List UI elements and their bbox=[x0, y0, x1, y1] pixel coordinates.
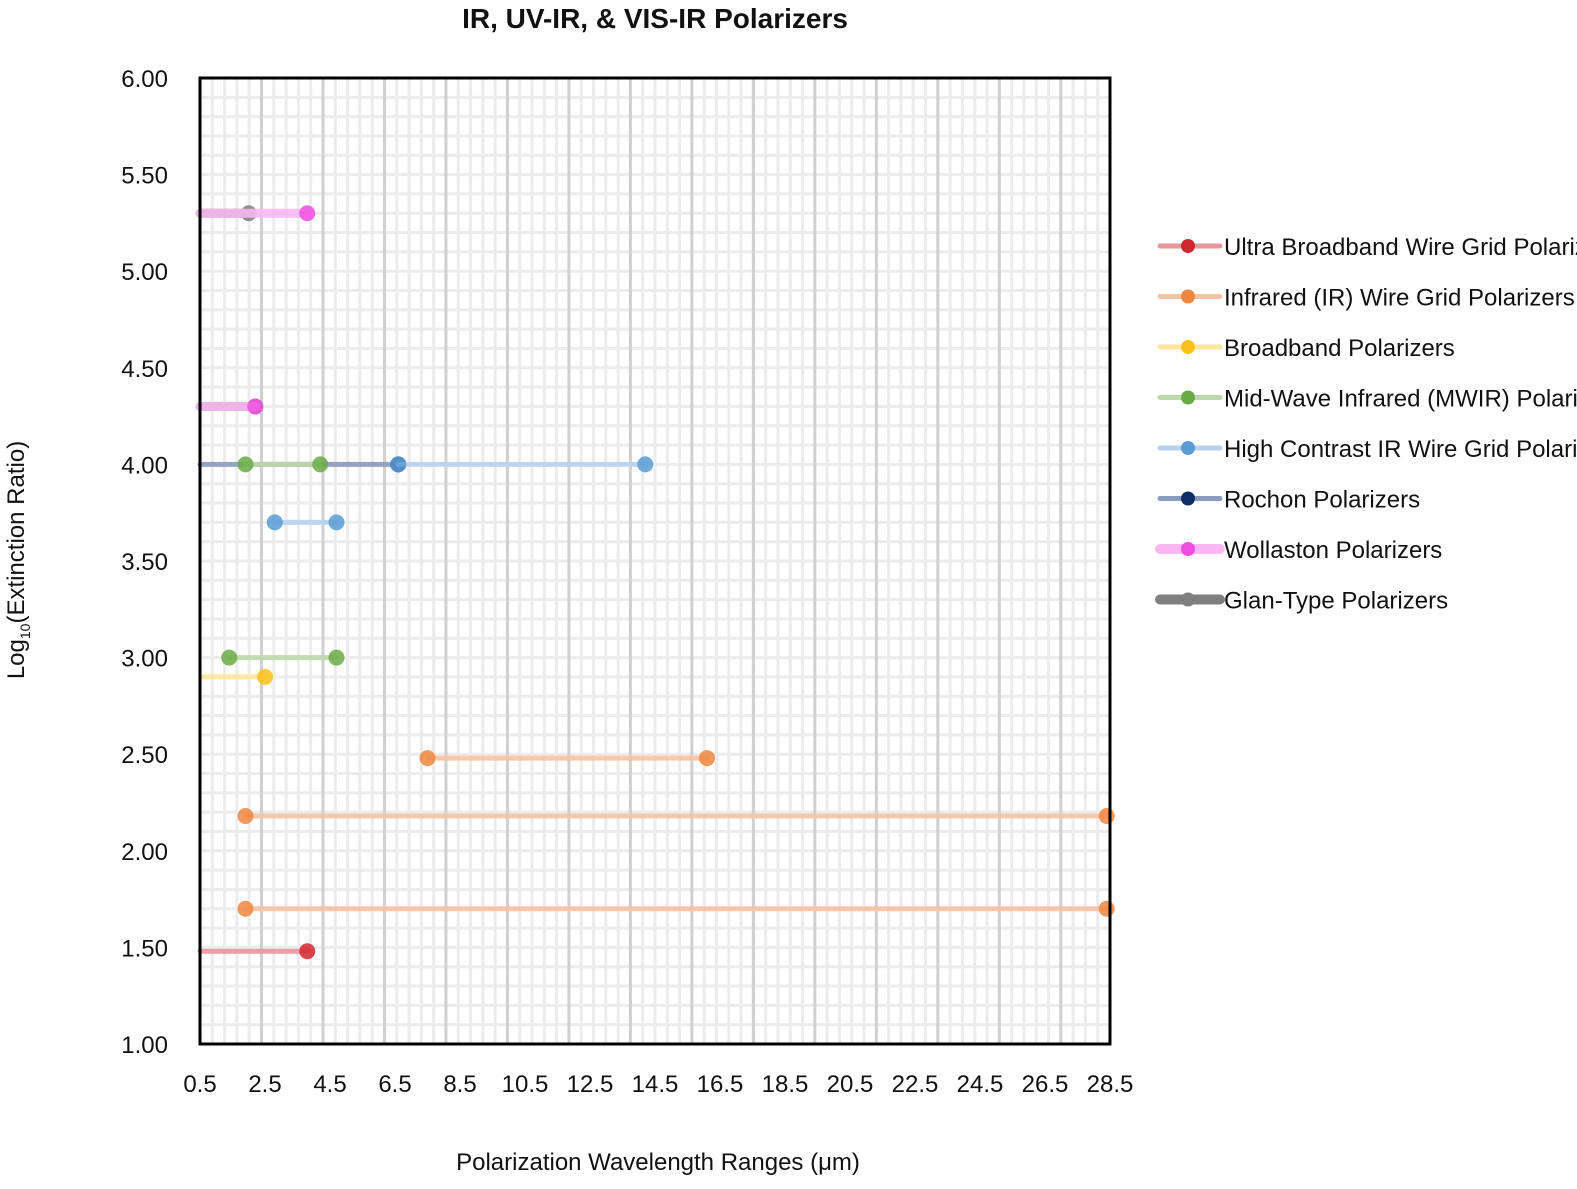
legend-label: Glan-Type Polarizers bbox=[1224, 588, 1448, 615]
legend-label: Ultra Broadband Wire Grid Polarizers bbox=[1224, 234, 1577, 261]
chart-title: IR, UV-IR, & VIS-IR Polarizers bbox=[462, 3, 848, 34]
plot-frame bbox=[198, 76, 1112, 1046]
series-0 bbox=[197, 943, 316, 960]
legend-marker bbox=[1181, 289, 1195, 304]
x-tick-label: 16.5 bbox=[697, 1071, 744, 1098]
data-point bbox=[299, 205, 316, 222]
y-axis-label-rest: (Extinction Ratio) bbox=[3, 441, 30, 624]
x-tick-label: 22.5 bbox=[892, 1071, 939, 1098]
y-tick-label: 3.00 bbox=[121, 646, 168, 673]
legend-label: Rochon Polarizers bbox=[1224, 487, 1420, 514]
x-tick-label: 12.5 bbox=[567, 1071, 614, 1098]
y-tick-label: 1.00 bbox=[121, 1032, 168, 1059]
data-point bbox=[266, 514, 283, 531]
legend-marker bbox=[1181, 542, 1195, 556]
y-axis-label-main: Log bbox=[3, 639, 30, 679]
data-point bbox=[637, 456, 654, 473]
data-point bbox=[419, 750, 436, 767]
legend-marker bbox=[1181, 340, 1195, 354]
x-tick-label: 2.5 bbox=[248, 1071, 281, 1098]
data-point bbox=[1098, 900, 1115, 917]
data-point bbox=[328, 649, 345, 666]
legend-marker bbox=[1181, 491, 1195, 506]
y-axis-label: Log10(Extinction Ratio) bbox=[3, 441, 33, 679]
y-axis-label-sub: 10 bbox=[17, 623, 33, 639]
x-axis-label: Polarization Wavelength Ranges (μm) bbox=[456, 1149, 860, 1176]
legend-label: Wollaston Polarizers bbox=[1224, 537, 1442, 564]
data-point bbox=[299, 943, 316, 960]
y-tick-label: 1.50 bbox=[121, 935, 168, 962]
series-2 bbox=[197, 668, 273, 685]
grid bbox=[198, 76, 1112, 1046]
legend-marker bbox=[1181, 390, 1195, 405]
x-tick-label: 28.5 bbox=[1087, 1071, 1134, 1098]
series-group bbox=[195, 205, 1115, 960]
data-point bbox=[247, 398, 264, 415]
y-tick-label: 3.50 bbox=[121, 549, 168, 576]
y-tick-label: 4.00 bbox=[121, 452, 168, 479]
data-point bbox=[1098, 808, 1115, 825]
legend-label: Mid-Wave Infrared (MWIR) Polarizers bbox=[1224, 386, 1577, 413]
y-tick-label: 2.00 bbox=[121, 839, 168, 866]
data-point bbox=[237, 808, 254, 825]
x-tick-label: 18.5 bbox=[762, 1071, 809, 1098]
series-4 bbox=[266, 456, 654, 531]
legend-label: High Contrast IR Wire Grid Polarizers bbox=[1224, 436, 1577, 463]
legend-marker bbox=[1181, 441, 1195, 455]
x-tick-label: 8.5 bbox=[443, 1071, 476, 1098]
x-tick-label: 0.5 bbox=[183, 1071, 216, 1098]
y-tick-label: 5.50 bbox=[121, 163, 168, 190]
x-tick-label: 26.5 bbox=[1022, 1071, 1069, 1098]
y-tick-label: 4.50 bbox=[121, 356, 168, 383]
x-tick-label: 24.5 bbox=[957, 1071, 1004, 1098]
data-point bbox=[699, 750, 715, 767]
data-point bbox=[237, 900, 254, 917]
x-tick-label: 14.5 bbox=[632, 1071, 679, 1098]
series-1 bbox=[237, 750, 1115, 917]
x-tick-label: 6.5 bbox=[378, 1071, 411, 1098]
data-point bbox=[312, 456, 329, 473]
y-tick-labels: 1.00 1.50 2.00 2.50 3.00 3.50 4.00 4.50 5.00 5.50… bbox=[121, 66, 168, 1059]
x-tick-label: 4.5 bbox=[313, 1071, 346, 1098]
x-tick-label: 20.5 bbox=[827, 1071, 874, 1098]
x-tick-label: 10.5 bbox=[502, 1071, 549, 1098]
y-tick-label: 6.00 bbox=[121, 66, 168, 93]
data-point bbox=[390, 456, 407, 473]
data-point bbox=[237, 456, 254, 473]
x-tick-labels: 0.5 2.5 4.5 6.5 8.5 10.5 12.5 14.5 16.5 18.5 20.5 2… bbox=[183, 1071, 1133, 1098]
y-tick-label: 2.50 bbox=[121, 742, 168, 769]
data-point bbox=[221, 649, 238, 666]
data-point bbox=[257, 668, 273, 685]
y-tick-label: 5.00 bbox=[121, 259, 168, 286]
legend: Ultra Broadband Wire Grid Polarizers Infr… bbox=[1155, 234, 1577, 615]
legend-label: Broadband Polarizers bbox=[1224, 335, 1455, 362]
legend-label: Infrared (IR) Wire Grid Polarizers bbox=[1224, 285, 1575, 312]
legend-marker bbox=[1181, 239, 1195, 253]
series-3 bbox=[221, 456, 345, 666]
legend-marker bbox=[1181, 592, 1195, 607]
series-6 bbox=[195, 205, 316, 415]
data-point bbox=[328, 514, 345, 531]
